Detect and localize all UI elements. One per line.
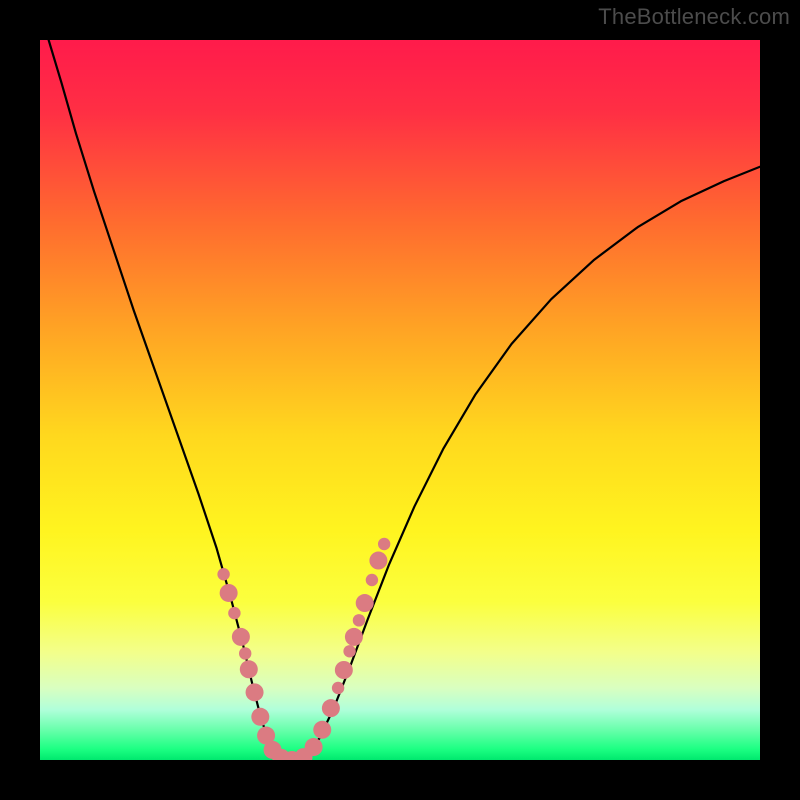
plot-area [40, 40, 760, 769]
bottleneck-chart-svg [0, 0, 800, 800]
curve-marker [322, 699, 340, 717]
curve-marker [345, 628, 363, 646]
curve-marker [343, 645, 355, 657]
curve-marker [378, 538, 390, 550]
chart-container: TheBottleneck.com [0, 0, 800, 800]
heatmap-background [40, 40, 760, 760]
curve-marker [353, 614, 365, 626]
curve-marker [240, 660, 258, 678]
curve-marker [246, 683, 264, 701]
curve-marker [305, 738, 323, 756]
curve-marker [356, 594, 374, 612]
watermark-text: TheBottleneck.com [598, 4, 790, 30]
curve-marker [332, 682, 344, 694]
curve-marker [239, 647, 251, 659]
curve-marker [217, 568, 229, 580]
curve-marker [313, 721, 331, 739]
curve-marker [228, 607, 240, 619]
curve-marker [366, 574, 378, 586]
curve-marker [251, 708, 269, 726]
curve-marker [220, 584, 238, 602]
curve-marker [335, 661, 353, 679]
curve-marker [369, 552, 387, 570]
curve-marker [232, 628, 250, 646]
